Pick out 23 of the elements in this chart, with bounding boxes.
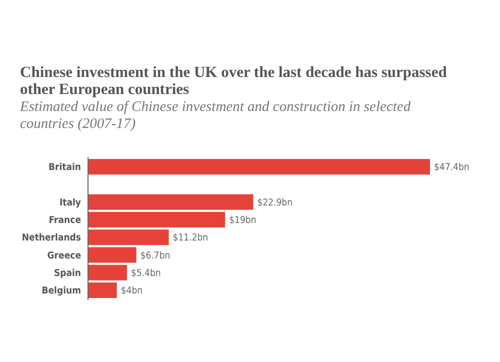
- bar: [88, 194, 254, 210]
- y-tick-label: France: [48, 215, 82, 226]
- data-label: $47.4bn: [434, 162, 470, 174]
- data-label: $22.9bn: [257, 197, 293, 208]
- data-label: $6.7bn: [140, 250, 170, 262]
- data-label: $5.4bn: [130, 268, 161, 279]
- y-tick-label: Belgium: [42, 286, 82, 297]
- chart-title: Chinese investment in the UK over the last decade has surpassed other European countries: [20, 64, 448, 98]
- y-tick-label: Britain: [48, 162, 81, 174]
- y-tick-label: Greece: [47, 250, 82, 262]
- bar: [88, 230, 169, 246]
- y-tick-label: Italy: [59, 197, 82, 208]
- bar: [88, 212, 226, 228]
- data-label: $4bn: [120, 286, 143, 297]
- bar: [88, 282, 117, 298]
- bar: [88, 247, 136, 263]
- chart-subtitle: Estimated value of Chinese investment and construction in selected countries (2007-17): [19, 99, 412, 132]
- bar: [88, 264, 127, 280]
- bar: [88, 159, 430, 175]
- y-tick-label: Spain: [54, 268, 81, 279]
- data-label: $11.2bn: [172, 232, 208, 244]
- data-label: $19bn: [229, 215, 256, 226]
- y-tick-label: Netherlands: [22, 232, 81, 244]
